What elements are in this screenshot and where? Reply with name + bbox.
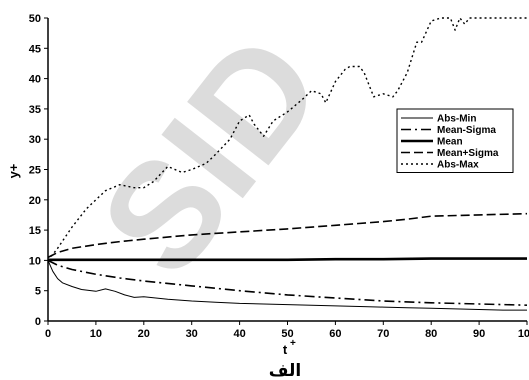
- series-line-mean-sigma: [47, 259, 528, 306]
- x-tick-label: 100: [518, 328, 529, 340]
- legend-entry-label: Abs-Max: [437, 160, 479, 171]
- y-tick-label: 40: [29, 74, 41, 86]
- series-line-mean-sigma: [47, 212, 528, 259]
- y-tick-label: 30: [29, 134, 41, 146]
- x-axis-label: t: [283, 342, 288, 357]
- y-tick-label: 50: [29, 13, 41, 25]
- x-tick-label: 80: [425, 328, 437, 340]
- series-layer: [47, 17, 528, 311]
- y-tick-label: 45: [29, 43, 41, 55]
- y-axis-label: y+: [6, 163, 21, 178]
- axes: 0 10 20 30 40 50 60 70 80 90 100 0 5 10 15 20 25 30 35 40 45…: [29, 13, 529, 340]
- y-tick-label: 20: [29, 195, 41, 207]
- y-tick-label: 35: [29, 104, 41, 116]
- y-tick-label: 0: [35, 316, 41, 328]
- x-axis-label-superscript: +: [290, 338, 296, 349]
- x-tick-label: 60: [329, 328, 341, 340]
- x-tick-label: 50: [281, 328, 293, 340]
- x-tick-label: 40: [233, 328, 245, 340]
- legend-entry-label: Mean: [437, 137, 463, 148]
- series-line-abs-max: [47, 17, 527, 261]
- x-tick-label: 0: [45, 328, 51, 340]
- legend-entry-label: Mean+Sigma: [437, 148, 499, 159]
- x-tick-label: 70: [377, 328, 389, 340]
- x-tick-label: 90: [473, 328, 485, 340]
- series-line-abs-min: [47, 260, 527, 311]
- series-line-mean: [48, 257, 527, 262]
- figure-caption: الف: [269, 361, 301, 380]
- y-tick-label: 10: [29, 255, 41, 267]
- y-tick-label: 5: [35, 286, 41, 298]
- y-tick-label: 25: [29, 165, 41, 177]
- x-tick-label: 20: [138, 328, 150, 340]
- legend-entry-label: Abs-Min: [437, 114, 476, 125]
- legend-entry-label: Mean-Sigma: [437, 125, 496, 136]
- x-tick-label: 30: [186, 328, 198, 340]
- y-tick-label: 15: [29, 225, 41, 237]
- x-tick-label: 10: [90, 328, 102, 340]
